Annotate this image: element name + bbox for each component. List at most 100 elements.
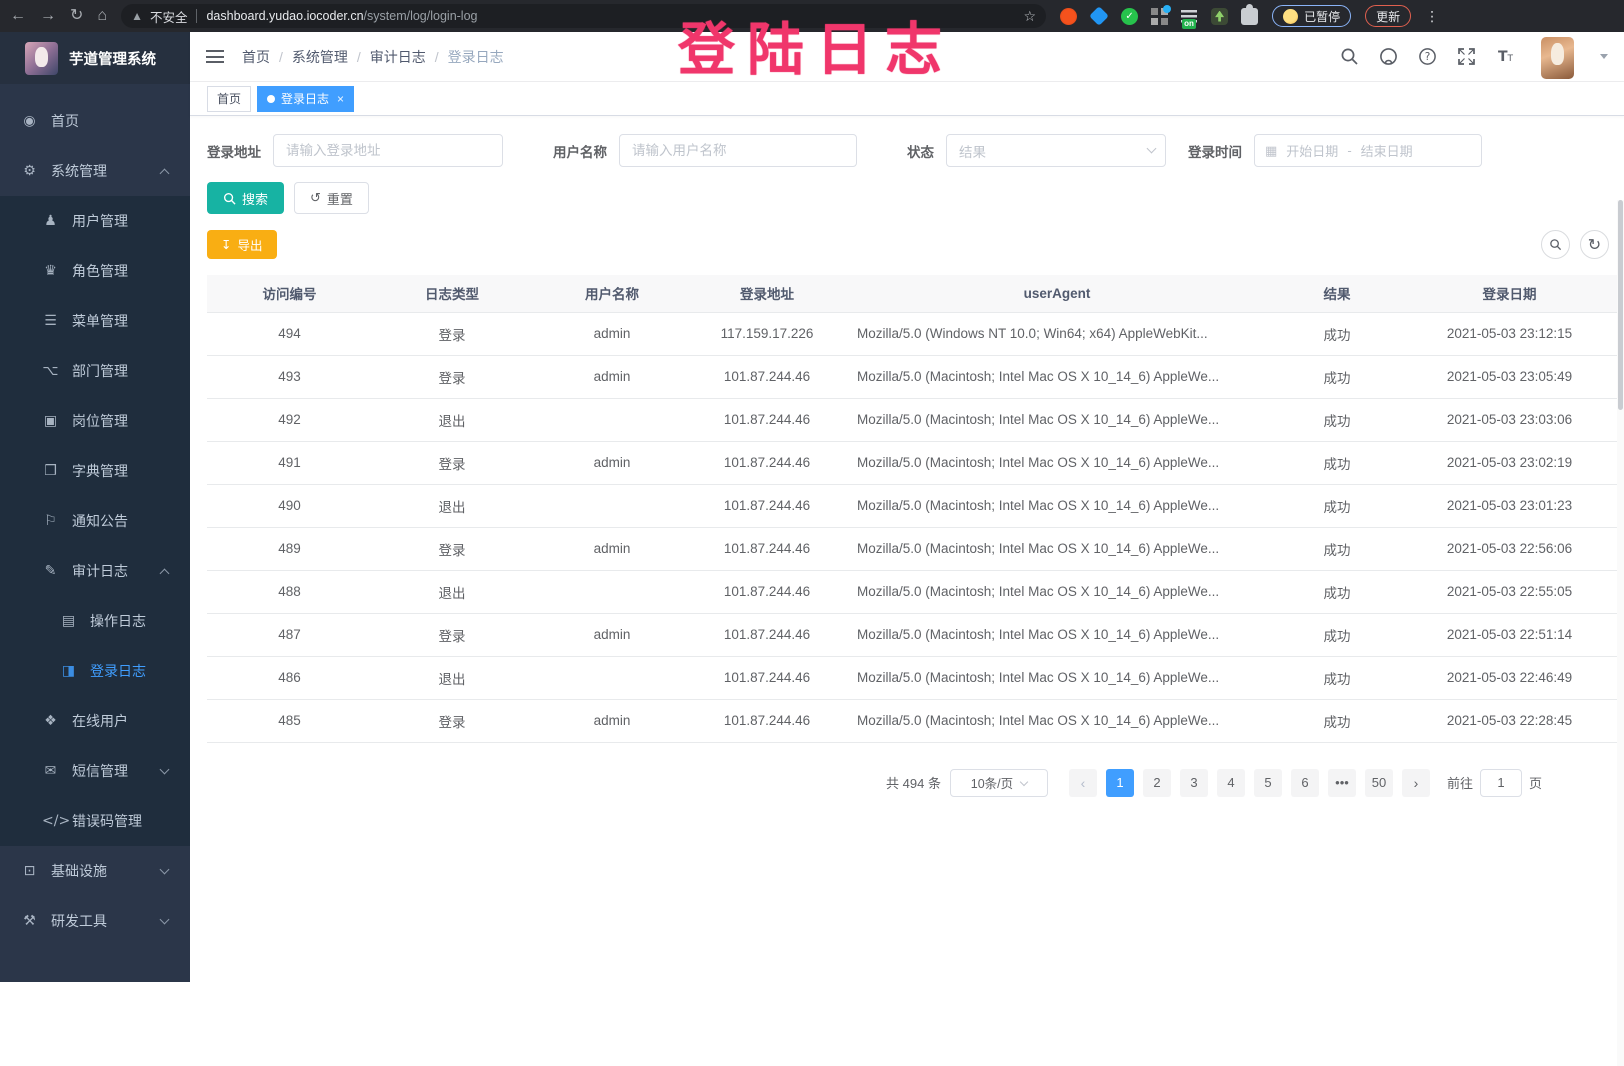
table-cell: Mozilla/5.0 (Macintosh; Intel Mac OS X 1… <box>842 484 1272 528</box>
sidebar-item-operate-log[interactable]: ▤ 操作日志 <box>0 596 190 646</box>
page-content: 登录地址 用户名称 状态 结果 登录时间 ▦ 开始日期 - 结束日期 <box>190 116 1624 1066</box>
goto-page-input[interactable] <box>1479 768 1522 797</box>
table-cell: 101.87.244.46 <box>692 699 842 743</box>
browser-home-icon[interactable]: ⌂ <box>97 7 108 24</box>
refresh-circle-button[interactable]: ↻ <box>1580 230 1609 259</box>
browser-menu-kebab-icon[interactable]: ⋮ <box>1425 7 1440 24</box>
update-label: 更新 <box>1376 9 1401 24</box>
fullscreen-icon[interactable] <box>1457 47 1476 66</box>
table-cell <box>532 656 692 700</box>
sidebar-item-user-mgmt[interactable]: ♟ 用户管理 <box>0 196 190 246</box>
browser-profile-button[interactable]: 已暂停 <box>1272 5 1352 27</box>
breadcrumb-item[interactable]: 系统管理 <box>291 48 348 65</box>
reset-button[interactable]: ↺ 重置 <box>294 182 369 214</box>
table-body: 494 登录 admin 117.159.17.226 Mozilla/5.0 (Win… <box>207 312 1617 743</box>
extensions-puzzle-icon[interactable] <box>1241 3 1259 25</box>
extension-grid-icon[interactable] <box>1151 4 1172 25</box>
table-cell: 成功 <box>1272 398 1402 442</box>
sidebar-item-menu-mgmt[interactable]: ☰ 菜单管理 <box>0 296 190 346</box>
table-cell: 101.87.244.46 <box>692 570 842 614</box>
browser-reload-icon[interactable]: ↻ <box>70 7 84 24</box>
user-icon: ♟ <box>44 213 57 229</box>
status-select[interactable]: 结果 <box>946 134 1166 167</box>
sidebar-item-dev-tools[interactable]: ⚒ 研发工具 <box>0 896 190 946</box>
sidebar-item-online-users[interactable]: ❖ 在线用户 <box>0 696 190 746</box>
page-button-2[interactable]: 2 <box>1142 768 1171 797</box>
table-cell: admin <box>532 699 692 743</box>
table-row: 487 登录 admin 101.87.244.46 Mozilla/5.0 (Maci… <box>207 613 1617 657</box>
toggle-search-circle-button[interactable] <box>1541 230 1570 259</box>
extension-list-on-icon[interactable]: on <box>1181 7 1199 29</box>
sidebar-item-errorcode-mgmt[interactable]: </> 错误码管理 <box>0 796 190 846</box>
sidebar-item-audit-log[interactable]: ✎ 审计日志 <box>0 546 190 596</box>
bookmark-star-icon[interactable]: ☆ <box>1023 7 1037 24</box>
table-cell: 成功 <box>1272 441 1402 485</box>
search-button[interactable]: 搜索 <box>207 182 285 214</box>
page-button-3[interactable]: 3 <box>1179 768 1208 797</box>
table-cell: 101.87.244.46 <box>692 355 842 399</box>
user-avatar[interactable] <box>1541 36 1574 79</box>
table-cell: 成功 <box>1272 699 1402 743</box>
page-button-1[interactable]: 1 <box>1105 768 1134 797</box>
sidebar-item-infrastructure[interactable]: ⊡ 基础设施 <box>0 846 190 896</box>
table-row: 489 登录 admin 101.87.244.46 Mozilla/5.0 (Maci… <box>207 527 1617 571</box>
page-ellipsis-button[interactable]: ••• <box>1327 768 1356 797</box>
github-icon[interactable] <box>1379 47 1398 66</box>
table-row: 486 退出 101.87.244.46 Mozilla/5.0 (Macintosh… <box>207 656 1617 700</box>
column-header: 登录地址 <box>692 275 842 313</box>
code-icon: </> <box>42 813 71 829</box>
table-cell: 登录 <box>372 613 532 657</box>
browser-back-icon[interactable]: ← <box>10 7 26 24</box>
extension-sprout-icon[interactable] <box>1211 7 1229 25</box>
table-cell: 登录 <box>372 312 532 356</box>
app-logo-row[interactable]: 芋道管理系统 <box>0 32 190 84</box>
tab-home[interactable]: 首页 <box>207 85 252 112</box>
download-icon: ↧ <box>221 238 232 252</box>
next-page-button[interactable]: › <box>1401 768 1430 797</box>
sidebar-item-home[interactable]: ◉ 首页 <box>0 96 190 146</box>
prev-page-button[interactable]: ‹ <box>1068 768 1097 797</box>
browser-forward-icon[interactable]: → <box>40 7 56 24</box>
table-row: 493 登录 admin 101.87.244.46 Mozilla/5.0 (Maci… <box>207 355 1617 399</box>
sidebar-item-login-log[interactable]: ◨ 登录日志 <box>0 646 190 696</box>
loginlog-icon: ◨ <box>61 663 76 679</box>
page-size-select[interactable]: 10条/页 <box>949 768 1048 797</box>
sidebar-item-post-mgmt[interactable]: ▣ 岗位管理 <box>0 396 190 446</box>
table-cell: 494 <box>207 312 372 356</box>
sidebar-item-sms-mgmt[interactable]: ✉ 短信管理 <box>0 746 190 796</box>
page-button-50[interactable]: 50 <box>1364 768 1393 797</box>
tab-login-log[interactable]: 登录日志 × <box>257 85 355 112</box>
sidebar-item-system-mgmt[interactable]: ⚙ 系统管理 <box>0 146 190 196</box>
page-button-6[interactable]: 6 <box>1290 768 1319 797</box>
page-button-5[interactable]: 5 <box>1253 768 1282 797</box>
login-address-input[interactable] <box>273 134 503 167</box>
breadcrumb-item[interactable]: 审计日志 <box>369 48 426 65</box>
table-cell: Mozilla/5.0 (Macintosh; Intel Mac OS X 1… <box>842 441 1272 485</box>
sidebar-item-dept-mgmt[interactable]: ⌥ 部门管理 <box>0 346 190 396</box>
collapse-sidebar-icon[interactable] <box>206 50 224 63</box>
user-menu-caret-icon[interactable] <box>1600 54 1608 59</box>
address-bar[interactable]: ▲ 不安全 dashboard.yudao.iocoder.cn/system/… <box>121 4 1047 28</box>
sidebar-item-role-mgmt[interactable]: ♛ 角色管理 <box>0 246 190 296</box>
page-button-4[interactable]: 4 <box>1216 768 1245 797</box>
table-cell: 101.87.244.46 <box>692 613 842 657</box>
tools-icon: ⚒ <box>23 913 36 929</box>
sidebar-item-notice-mgmt[interactable]: ⚐ 通知公告 <box>0 496 190 546</box>
extension-orange-icon[interactable] <box>1060 7 1078 25</box>
sidebar-item-label: 登录日志 <box>90 663 146 679</box>
sidebar-item-dict-mgmt[interactable]: ❒ 字典管理 <box>0 446 190 496</box>
browser-update-button[interactable]: 更新 <box>1365 5 1412 27</box>
breadcrumb-item[interactable]: 首页 <box>242 48 270 65</box>
content-scrollbar[interactable] <box>1617 200 1624 1066</box>
table-cell: 101.87.244.46 <box>692 441 842 485</box>
login-time-range-picker[interactable]: ▦ 开始日期 - 结束日期 <box>1254 134 1482 167</box>
search-icon[interactable] <box>1340 47 1359 66</box>
export-button[interactable]: ↧ 导出 <box>207 230 277 259</box>
help-icon[interactable]: ? <box>1418 47 1437 66</box>
sidebar-item-label: 基础设施 <box>51 863 107 879</box>
username-input[interactable] <box>619 134 857 167</box>
tab-close-icon[interactable]: × <box>337 91 345 106</box>
extension-green-icon[interactable]: ✓ <box>1121 7 1139 25</box>
extension-gem-icon[interactable] <box>1089 6 1109 26</box>
